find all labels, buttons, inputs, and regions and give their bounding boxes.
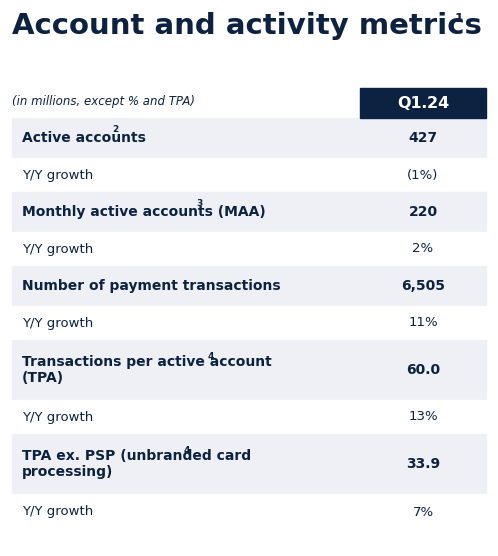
- Bar: [12, 494, 486, 530]
- Text: 11%: 11%: [408, 316, 438, 330]
- Text: Y/Y growth: Y/Y growth: [22, 242, 93, 256]
- Text: Account and activity metrics: Account and activity metrics: [12, 12, 482, 40]
- Text: Monthly active accounts (MAA): Monthly active accounts (MAA): [22, 205, 266, 219]
- Text: Active accounts: Active accounts: [22, 131, 146, 145]
- Bar: [12, 340, 486, 400]
- Bar: [12, 232, 486, 266]
- Text: Y/Y growth: Y/Y growth: [22, 316, 93, 330]
- Text: 4: 4: [208, 353, 214, 361]
- Bar: [12, 400, 486, 434]
- Text: 33.9: 33.9: [406, 457, 440, 471]
- Text: Transactions per active account
(TPA): Transactions per active account (TPA): [22, 355, 272, 385]
- Bar: [12, 118, 486, 158]
- Text: 220: 220: [408, 205, 438, 219]
- Bar: [12, 158, 486, 192]
- Text: 6,505: 6,505: [401, 279, 445, 293]
- Text: 3: 3: [196, 198, 202, 208]
- Text: 60.0: 60.0: [406, 363, 440, 377]
- Text: Q1․24: Q1․24: [397, 96, 449, 111]
- Text: (in millions, except % and TPA): (in millions, except % and TPA): [12, 95, 195, 108]
- Bar: [12, 192, 486, 232]
- Text: Y/Y growth: Y/Y growth: [22, 410, 93, 424]
- Text: 427: 427: [408, 131, 438, 145]
- Text: Y/Y growth: Y/Y growth: [22, 168, 93, 181]
- Bar: [360, 88, 486, 118]
- Text: 4: 4: [184, 446, 190, 455]
- Text: Number of payment transactions: Number of payment transactions: [22, 279, 281, 293]
- Bar: [12, 306, 486, 340]
- Text: (1%): (1%): [407, 168, 439, 181]
- Text: 2: 2: [112, 125, 118, 133]
- Text: 2%: 2%: [412, 242, 434, 256]
- Text: Y/Y growth: Y/Y growth: [22, 505, 93, 519]
- Text: 1: 1: [455, 12, 464, 25]
- Bar: [12, 266, 486, 306]
- Text: 13%: 13%: [408, 410, 438, 424]
- Bar: [12, 434, 486, 494]
- Text: 7%: 7%: [412, 505, 434, 519]
- Text: TPA ex. PSP (unbranded card
processing): TPA ex. PSP (unbranded card processing): [22, 449, 251, 479]
